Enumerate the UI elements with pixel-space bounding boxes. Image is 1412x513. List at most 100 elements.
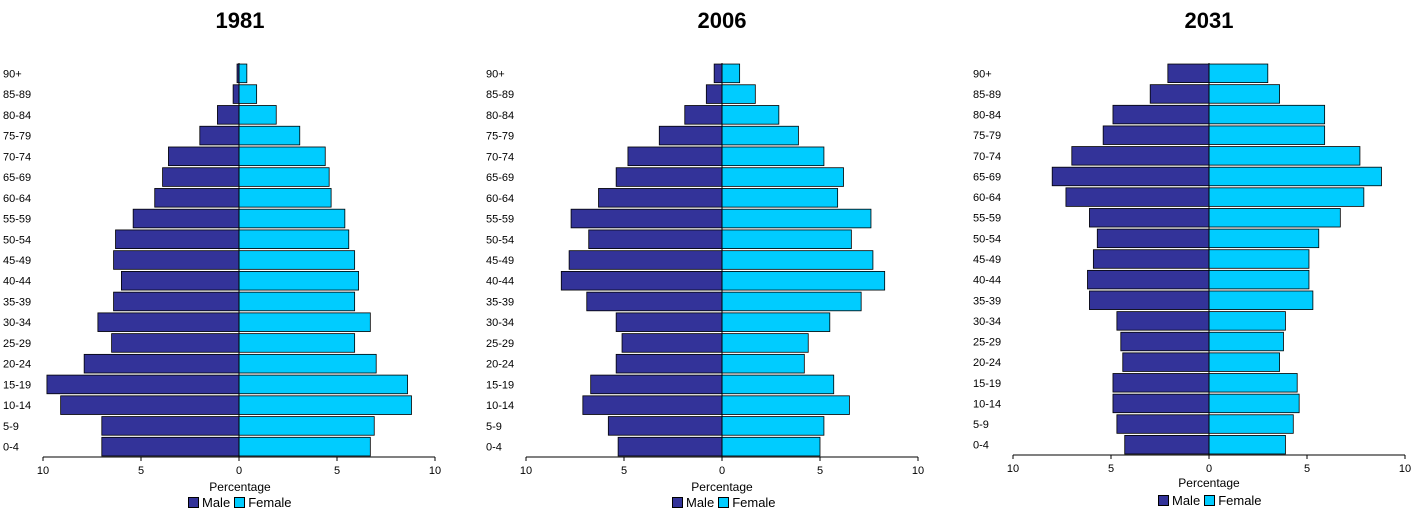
x-tick-label: 10 (520, 465, 532, 477)
age-label: 0-4 (973, 440, 989, 452)
age-label: 90+ (3, 68, 22, 80)
pyramid-chart-2006: 0-4 5-9 10-14 15-19 20-24 25-29 30-34 35-39 40-4… (486, 63, 924, 477)
age-label: 15-19 (973, 378, 1001, 390)
bar-female-70-74 (1208, 146, 1361, 166)
bar-female-50-54 (238, 229, 350, 249)
bar-female-5-9 (721, 416, 825, 436)
bar-female-85-89 (1208, 84, 1280, 104)
bar-male-55-59 (132, 208, 240, 229)
legend-label-female: Female (248, 495, 292, 510)
age-label: 30-34 (486, 317, 514, 329)
bar-male-20-24 (615, 353, 723, 374)
age-label: 55-59 (973, 213, 1001, 225)
bar-male-20-24 (83, 353, 240, 374)
x-axis-label: Percentage (1178, 476, 1240, 490)
x-tick-label: 10 (912, 465, 924, 477)
bar-male-80-84 (1112, 104, 1210, 125)
legend-label-male: Male (202, 495, 231, 510)
age-label: 35-39 (486, 296, 514, 308)
x-tick-label: 5 (1108, 463, 1114, 475)
bar-female-0-4 (1208, 434, 1286, 455)
bar-male-15-19 (590, 374, 723, 395)
bar-female-20-24 (1208, 352, 1280, 372)
age-label: 65-69 (3, 172, 31, 184)
male-swatch (672, 497, 683, 508)
age-label: 40-44 (973, 275, 1001, 287)
age-label: 15-19 (486, 379, 514, 391)
age-label: 20-24 (486, 359, 514, 371)
age-label: 40-44 (3, 276, 31, 288)
age-label: 80-84 (973, 110, 1001, 122)
age-label: 45-49 (3, 255, 31, 267)
legend-label-female: Female (1218, 493, 1262, 508)
pyramid-chart-1981: 0-4 5-9 10-14 15-19 20-24 25-29 30-34 35-39 40-4… (3, 63, 441, 477)
female-swatch (234, 497, 246, 508)
age-label: 90+ (973, 68, 992, 80)
legend-item-male: Male (188, 495, 230, 510)
bar-male-75-79 (199, 125, 240, 146)
age-label: 85-89 (3, 89, 31, 101)
bar-female-90+ (238, 63, 248, 84)
age-label: 60-64 (973, 192, 1001, 204)
bar-female-35-39 (1208, 290, 1314, 310)
bar-male-45-49 (113, 250, 240, 270)
bar-male-10-14 (582, 395, 723, 415)
legend-item-female: Female (234, 495, 292, 510)
x-tick-label: 0 (236, 465, 242, 477)
bar-male-65-69 (615, 167, 723, 187)
bar-female-75-79 (238, 125, 301, 146)
bar-male-65-69 (162, 167, 240, 187)
bar-female-35-39 (238, 291, 356, 312)
bar-female-10-14 (721, 395, 850, 415)
age-label: 80-84 (486, 110, 514, 122)
x-tick-label: 5 (621, 465, 627, 477)
chart-title: 1981 (215, 8, 265, 33)
bar-male-0-4 (617, 436, 723, 457)
bar-female-65-69 (1208, 166, 1382, 187)
age-label: 65-69 (973, 171, 1001, 183)
bar-male-60-64 (598, 188, 723, 208)
age-label: 25-29 (486, 338, 514, 350)
bar-male-50-54 (115, 229, 240, 249)
bar-female-50-54 (721, 229, 852, 249)
x-tick-label: 0 (719, 465, 725, 477)
bar-female-75-79 (1208, 125, 1326, 145)
bar-male-15-19 (46, 374, 240, 395)
bar-male-60-64 (1065, 187, 1210, 207)
age-label: 45-49 (486, 255, 514, 267)
bar-female-10-14 (1208, 393, 1300, 414)
x-tick-label: 0 (1206, 463, 1212, 475)
bar-female-90+ (721, 63, 741, 84)
age-label: 45-49 (973, 254, 1001, 266)
bar-female-80-84 (721, 105, 780, 125)
bar-male-5-9 (101, 416, 240, 436)
bar-male-10-14 (60, 395, 240, 415)
bar-female-30-34 (721, 312, 831, 332)
bar-female-20-24 (721, 353, 805, 374)
bar-male-45-49 (568, 250, 723, 270)
bar-female-75-79 (721, 125, 799, 146)
bar-male-35-39 (113, 291, 240, 312)
x-tick-label: 10 (37, 465, 49, 477)
bar-female-60-64 (238, 188, 332, 208)
bar-male-85-89 (705, 84, 723, 104)
x-tick-label: 5 (817, 465, 823, 477)
bar-female-85-89 (721, 84, 756, 104)
bar-female-40-44 (1208, 269, 1310, 290)
age-label: 55-59 (3, 214, 31, 226)
bar-female-50-54 (1208, 228, 1320, 249)
age-label: 10-14 (3, 400, 31, 412)
age-label: 20-24 (3, 359, 31, 371)
bar-male-40-44 (1087, 269, 1210, 290)
bar-male-35-39 (1089, 290, 1210, 310)
male-swatch (1158, 495, 1169, 506)
bar-female-15-19 (238, 374, 408, 395)
age-label: 85-89 (973, 89, 1001, 101)
bar-female-30-34 (238, 312, 371, 332)
pyramid-panel-2031: 2031 0-4 5-9 10-14 15-19 20-24 25-29 30-34 35-3… (970, 0, 1412, 513)
bar-female-10-14 (238, 395, 412, 415)
age-label: 25-29 (3, 338, 31, 350)
age-label: 60-64 (486, 193, 514, 205)
x-axis-label: Percentage (691, 480, 753, 494)
bar-male-90+ (1167, 63, 1210, 83)
